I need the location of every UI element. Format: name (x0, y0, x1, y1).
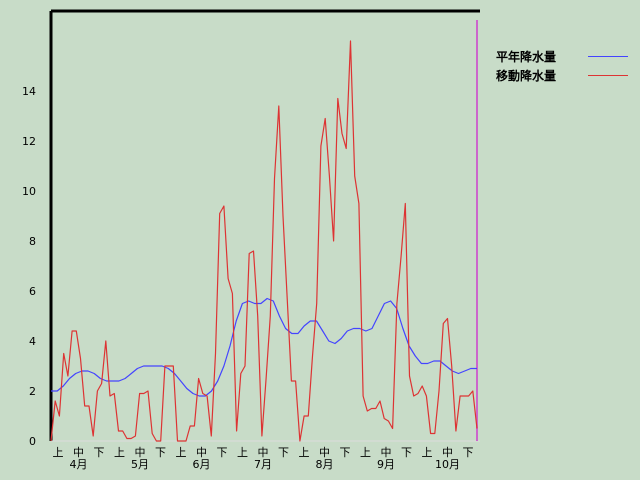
y-tick-label: 14 (22, 85, 36, 98)
x-tick-label: 中 (196, 446, 207, 459)
legend-label-moving: 移動降水量 (496, 69, 557, 83)
x-tick-label: 中 (319, 446, 330, 459)
month-label: 5月 (131, 458, 149, 471)
y-tick-label: 2 (29, 385, 36, 398)
y-tick-label: 10 (22, 185, 36, 198)
legend-label-normal: 平年降水量 (496, 50, 557, 64)
legend-swatch-moving (588, 75, 628, 76)
x-tick-label: 下 (94, 446, 105, 459)
x-tick-label: 下 (155, 446, 166, 459)
x-tick-label: 下 (278, 446, 289, 459)
y-tick-label: 0 (29, 435, 36, 448)
x-tick-label: 上 (299, 446, 310, 459)
x-tick-labels: 上中4月下上中5月下上中6月下上中7月下上中8月下上中9月下上中10月下 (53, 446, 474, 471)
month-label: 8月 (316, 458, 334, 471)
series-lines (50, 40, 478, 442)
x-tick-label: 上 (176, 446, 187, 459)
x-tick-label: 上 (237, 446, 248, 459)
x-tick-label: 中 (73, 446, 84, 459)
x-tick-label: 下 (463, 446, 474, 459)
x-tick-label: 上 (53, 446, 64, 459)
month-label: 4月 (70, 458, 88, 471)
y-tick-label: 4 (29, 335, 36, 348)
y-tick-label: 6 (29, 285, 36, 298)
x-tick-label: 上 (422, 446, 433, 459)
series-line-moving (50, 40, 478, 442)
x-tick-label: 中 (258, 446, 269, 459)
x-tick-label: 下 (217, 446, 228, 459)
y-tick-label: 8 (29, 235, 36, 248)
x-tick-label: 中 (442, 446, 453, 459)
month-label: 10月 (435, 458, 460, 471)
x-tick-label: 上 (360, 446, 371, 459)
x-tick-label: 下 (340, 446, 351, 459)
month-label: 9月 (377, 458, 395, 471)
x-tick-label: 中 (381, 446, 392, 459)
series-line-normal (51, 297, 477, 397)
legend-swatch-normal (588, 56, 628, 57)
month-label: 7月 (254, 458, 272, 471)
legend-entry-moving: 移動降水量 (496, 66, 628, 85)
y-tick-labels: 0 2 4 6 8 10 12 14 (22, 85, 36, 448)
x-tick-label: 下 (401, 446, 412, 459)
x-tick-label: 中 (135, 446, 146, 459)
legend: 平年降水量 移動降水量 (496, 47, 628, 85)
x-tick-label: 上 (114, 446, 125, 459)
legend-entry-normal: 平年降水量 (496, 47, 628, 66)
month-label: 6月 (193, 458, 211, 471)
y-tick-label: 12 (22, 135, 36, 148)
